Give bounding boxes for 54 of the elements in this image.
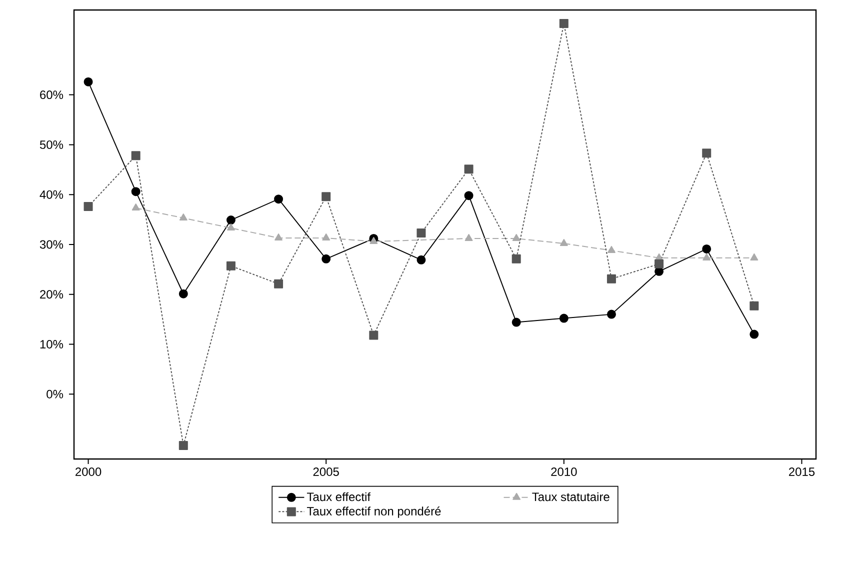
x-tick-label: 2000 xyxy=(76,468,102,476)
point xyxy=(178,441,188,450)
point xyxy=(322,192,331,202)
y-tick-label: 50% xyxy=(40,140,64,149)
point xyxy=(131,187,140,196)
point xyxy=(606,274,616,284)
x-tick-label: 2015 xyxy=(788,468,815,476)
point xyxy=(464,234,473,241)
point xyxy=(227,224,235,231)
legend-label: Taux statutaire xyxy=(532,492,610,502)
point xyxy=(274,279,284,288)
point xyxy=(416,255,426,264)
point xyxy=(274,194,284,204)
legend-label: Taux effectif xyxy=(306,492,371,502)
point xyxy=(512,234,520,241)
point xyxy=(750,330,759,339)
point xyxy=(702,148,712,158)
point xyxy=(512,254,521,264)
point xyxy=(560,238,568,246)
point xyxy=(131,151,140,160)
point xyxy=(559,314,568,323)
point xyxy=(369,330,378,340)
point xyxy=(226,261,236,270)
point xyxy=(84,202,93,212)
x-tick-label: 2010 xyxy=(551,468,577,476)
point xyxy=(559,18,568,28)
point xyxy=(750,253,758,260)
point xyxy=(464,164,474,174)
point xyxy=(702,253,711,260)
point xyxy=(322,254,331,264)
point xyxy=(654,259,664,268)
point xyxy=(606,310,616,319)
point xyxy=(132,204,140,211)
point xyxy=(464,191,474,200)
point xyxy=(512,318,521,327)
y-tick-label: 30% xyxy=(40,240,64,249)
point xyxy=(226,216,236,225)
point xyxy=(84,77,93,86)
y-tick-label: 0% xyxy=(46,390,64,398)
legend-label: Taux effectif non pondéré xyxy=(306,506,441,518)
point xyxy=(322,233,330,240)
y-tick-label: 20% xyxy=(40,290,64,299)
y-tick-label: 40% xyxy=(40,190,64,199)
point xyxy=(416,228,426,238)
point xyxy=(179,214,188,221)
x-tick-label: 2005 xyxy=(313,468,339,476)
point xyxy=(608,246,616,253)
y-tick-label: 60% xyxy=(40,90,64,100)
point xyxy=(370,236,378,244)
point xyxy=(274,233,282,240)
point xyxy=(702,244,712,254)
point xyxy=(178,289,188,298)
y-tick-label: 10% xyxy=(40,340,64,348)
point xyxy=(750,301,759,310)
